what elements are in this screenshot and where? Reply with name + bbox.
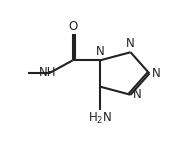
Text: H$_2$N: H$_2$N <box>88 111 112 126</box>
Text: NH: NH <box>39 66 57 79</box>
Text: N: N <box>96 45 104 58</box>
Text: N: N <box>152 67 161 80</box>
Text: O: O <box>68 20 77 33</box>
Text: N: N <box>126 37 135 50</box>
Text: N: N <box>133 88 142 101</box>
